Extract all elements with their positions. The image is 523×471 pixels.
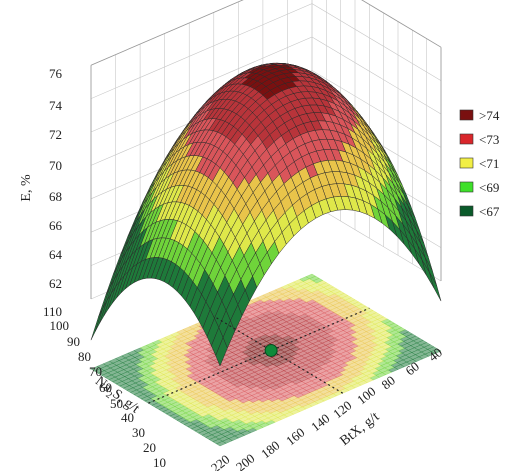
surface-cell xyxy=(429,272,442,302)
box-edge xyxy=(90,0,244,66)
optimum-guide-na2s xyxy=(148,307,370,404)
legend-label: <71 xyxy=(479,156,499,171)
z-tick-label: 62 xyxy=(49,276,62,291)
na2s-tick-label: 70 xyxy=(89,364,102,379)
surface-cell xyxy=(215,336,228,367)
legend-swatch xyxy=(459,109,474,121)
na2s-tick-label: 40 xyxy=(121,410,134,425)
floor-contour-map xyxy=(90,273,442,447)
y-axis-title-subscript: 2 xyxy=(103,389,114,401)
z-tick-label: 110 xyxy=(43,304,62,319)
btx-tick-label: 180 xyxy=(258,438,283,462)
z-gridline xyxy=(90,0,442,66)
z-tick-label: 74 xyxy=(49,98,63,113)
legend-label: <73 xyxy=(479,132,499,147)
legend-swatch xyxy=(459,205,474,217)
legend-swatch xyxy=(459,181,474,193)
optimum-point xyxy=(264,343,278,357)
z-tick-label: 68 xyxy=(49,189,62,204)
btx-tick-label: 220 xyxy=(208,452,233,471)
z-axis-title: E, % xyxy=(19,174,34,202)
z-tick-label: 72 xyxy=(49,127,62,142)
na2s-tick-label: 20 xyxy=(143,440,156,455)
legend-label: <67 xyxy=(479,204,500,219)
legend: >74 <73 <71 <69 <67 xyxy=(459,108,500,219)
btx-tick-label: 200 xyxy=(233,451,258,471)
btx-tick-label: 160 xyxy=(283,425,308,449)
z-tick-label: 64 xyxy=(49,247,63,262)
z-tick-label: 70 xyxy=(49,158,62,173)
btx-tick-label: 140 xyxy=(308,411,333,435)
response-surface xyxy=(90,62,442,367)
btx-tick-label: 120 xyxy=(330,398,355,422)
na2s-tick-label: 50 xyxy=(110,396,123,411)
legend-swatch xyxy=(459,157,474,169)
box-edge xyxy=(361,0,442,48)
z-tick-label: 66 xyxy=(49,218,63,233)
na2s-tick-label: 80 xyxy=(78,349,91,364)
legend-swatch xyxy=(459,133,474,145)
na2s-tick-label: 10 xyxy=(153,455,166,470)
na2s-tick-label: 100 xyxy=(50,318,70,333)
optimum-marker-layer xyxy=(148,307,370,404)
btx-tick-label: 100 xyxy=(354,384,379,408)
tick-labels: 7674727068666462110100908070605040302010… xyxy=(43,66,445,471)
na2s-tick-label: 60 xyxy=(99,380,112,395)
floor-cell xyxy=(305,273,317,280)
z-tick-label: 76 xyxy=(49,66,63,81)
na2s-tick-label: 30 xyxy=(132,425,145,440)
optimum-guide-btx xyxy=(213,315,344,394)
na2s-tick-label: 90 xyxy=(67,334,80,349)
legend-label: >74 xyxy=(479,108,500,123)
legend-label: <69 xyxy=(479,180,499,195)
